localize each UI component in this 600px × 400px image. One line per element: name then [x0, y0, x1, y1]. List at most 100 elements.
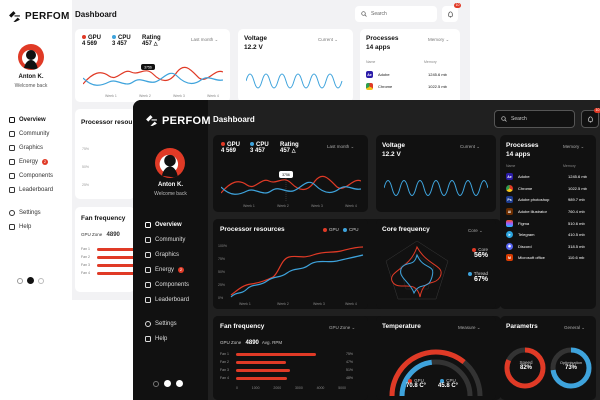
cpu-label: CPU	[118, 35, 131, 41]
process-row[interactable]: Chrome 1022.5 mb	[366, 81, 454, 93]
sidebar-item-graphics[interactable]: Graphics	[145, 247, 189, 262]
fan-name: Fan 4	[220, 376, 229, 380]
fan-rpm-unit: Avg. RPM	[261, 340, 283, 345]
sidebar-item-settings[interactable]: Settings	[9, 206, 53, 220]
sidebar-item-energy[interactable]: Energy 2	[9, 155, 53, 169]
voltage-dropdown[interactable]: Current ⌄	[318, 37, 338, 43]
optimisation-stat: Optimisation 73%	[555, 360, 587, 371]
temperature-title: Temperature	[382, 323, 421, 330]
process-row[interactable]: M Microsoft office 110.6 mb	[506, 252, 594, 264]
discord-icon: ◉	[506, 242, 513, 250]
gpu-dot	[221, 142, 225, 147]
voltage-dropdown-label: Current	[460, 144, 476, 149]
processes-title: Processes	[366, 35, 399, 42]
core-dropdown[interactable]: Core ⌄	[468, 228, 483, 234]
temperature-gauge	[389, 349, 483, 397]
sidebar-item-overview[interactable]: Overview	[9, 113, 53, 127]
dark-mode-icon[interactable]	[27, 277, 34, 284]
fan-pct: 47%	[346, 360, 354, 364]
process-row[interactable]: ◉ Discord 318.5 mb	[506, 241, 594, 253]
chevron-down-icon: ⌄	[580, 144, 585, 149]
period-dropdown[interactable]: Last month ⌄	[327, 144, 354, 150]
core-value: 56%	[473, 252, 488, 259]
avatar[interactable]	[155, 148, 185, 178]
search-input[interactable]: Search	[355, 6, 437, 22]
chart-tooltip-value: 3756	[144, 65, 152, 69]
search-input[interactable]: Search	[494, 110, 575, 128]
sidebar-item-help[interactable]: Help	[145, 331, 189, 346]
sidebar-item-community[interactable]: Community	[145, 232, 189, 247]
process-row[interactable]: Ae Adobe 1245.6 mb	[506, 171, 594, 183]
gpu-stat: GPU 4 569	[82, 35, 101, 47]
process-row[interactable]: Chrome 1022.5 mb	[506, 183, 594, 195]
voltage-card: Voltage 12.2 V Current ⌄	[376, 135, 496, 212]
process-name: Figma	[518, 220, 530, 226]
parametrs-ring-charts	[504, 347, 592, 389]
sidebar-item-leaderboard[interactable]: Leaderboard	[9, 183, 53, 197]
cpu-stat: CPU 3 457	[112, 35, 131, 47]
core-series-shape	[391, 245, 442, 298]
search-icon	[361, 11, 367, 17]
sidebar-item-energy[interactable]: Energy 2	[145, 262, 189, 277]
fan-name: Fan 1	[220, 352, 229, 356]
gpu-legend-dot	[323, 227, 327, 232]
x-tick: 5000	[338, 386, 346, 390]
sidebar-item-components[interactable]: Components	[145, 277, 189, 292]
fan-name: Fan 3	[81, 263, 90, 267]
voltage-wave-chart	[384, 180, 488, 196]
process-name: Adobe	[518, 174, 530, 180]
light-mode-icon[interactable]	[153, 380, 159, 387]
notifications-button[interactable]: 10	[442, 3, 461, 22]
fan-zone: GPU Zone 4890	[81, 232, 120, 238]
avatar[interactable]	[18, 44, 44, 70]
sidebar-item-leaderboard[interactable]: Leaderboard	[145, 292, 189, 307]
fan-zone-label: GPU Zone	[220, 340, 242, 345]
auto-mode-icon[interactable]	[38, 277, 44, 284]
fan-zone-dropdown[interactable]: GPU Zone ⌄	[329, 325, 355, 331]
brand-logo[interactable]: PERFOM	[8, 10, 70, 23]
legend-cpu-label: CPU	[349, 227, 359, 232]
week-tick: Week 3	[311, 204, 323, 208]
memory-dropdown[interactable]: Memory ⌄	[563, 144, 584, 150]
period-dropdown[interactable]: Last month ⌄	[191, 37, 218, 43]
voltage-dropdown[interactable]: Current ⌄	[460, 144, 480, 150]
dark-mode-icon[interactable]	[164, 380, 171, 387]
process-row[interactable]: Ai Adobe illustrator 760.4 mb	[506, 206, 594, 218]
process-row[interactable]: ➤ Telegram 410.5 mb	[506, 229, 594, 241]
cpu-temp-value: 45.8 C°	[438, 383, 459, 389]
gpu-series-line	[83, 66, 223, 85]
sidebar-item-help[interactable]: Help	[9, 220, 53, 234]
general-dropdown[interactable]: General ⌄	[564, 325, 585, 331]
sidebar-item-components[interactable]: Components	[9, 169, 53, 183]
gpu-stat: GPU 4 569	[221, 142, 240, 154]
process-name: Adobe photoshop	[518, 197, 550, 203]
measure-dropdown[interactable]: Measure ⌄	[458, 325, 481, 331]
x-tick: Week 1	[239, 302, 251, 306]
process-name: Telegram	[518, 232, 535, 238]
process-memory: 760.4 mb	[568, 209, 585, 215]
sidebar-item-overview[interactable]: Overview	[145, 217, 189, 232]
memory-dropdown[interactable]: Memory ⌄	[428, 37, 449, 43]
light-mode-icon[interactable]	[17, 277, 23, 284]
process-memory: 1022.5 mb	[428, 83, 447, 89]
community-icon	[145, 236, 151, 243]
process-row[interactable]: Figma 510.6 mb	[506, 217, 594, 229]
parametrs-title: Parametrs	[506, 323, 538, 330]
optimisation-value: 73%	[564, 365, 577, 371]
brand-logo[interactable]: PERFOM	[145, 114, 211, 127]
components-icon	[9, 173, 15, 179]
sidebar-item-graphics[interactable]: Graphics	[9, 141, 53, 155]
fan-card: Fan frequency GPU Zone ⌄ GPU Zone 4890 Av…	[213, 316, 368, 400]
auto-mode-icon[interactable]	[176, 380, 183, 387]
period-dropdown-label: Last month	[191, 37, 214, 42]
community-icon	[9, 131, 15, 137]
sidebar-item-settings[interactable]: Settings	[145, 316, 189, 331]
col-name-header: Name	[506, 164, 516, 168]
brand-logo-icon	[146, 115, 157, 126]
process-row[interactable]: Ae Adobe 1245.6 mb	[366, 69, 454, 81]
process-row[interactable]: Ps Adobe photoshop 989.7 mb	[506, 194, 594, 206]
cpu-gauge-arc	[399, 359, 433, 397]
notifications-button[interactable]: 10	[581, 108, 600, 128]
search-icon	[501, 116, 507, 122]
sidebar-item-community[interactable]: Community	[9, 127, 53, 141]
